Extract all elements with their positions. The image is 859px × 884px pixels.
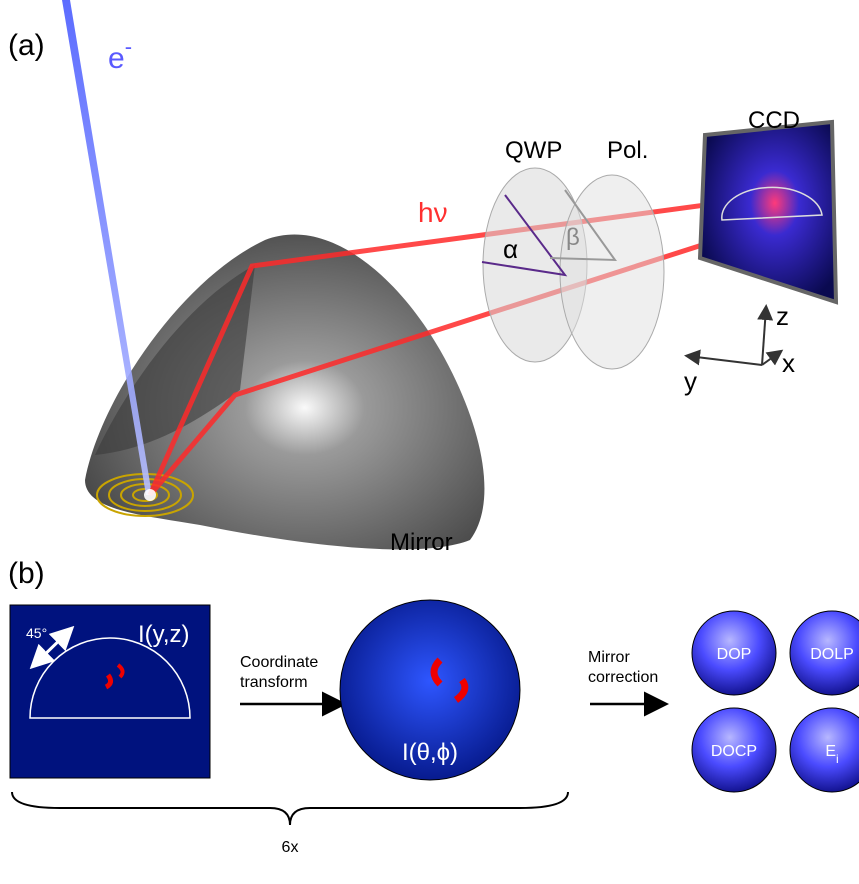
output-label: DOP — [717, 646, 752, 663]
step-label: correction — [588, 669, 658, 686]
output-label: DOLP — [810, 646, 854, 663]
step-label: transform — [240, 674, 308, 691]
ccd-label: CCD — [748, 107, 800, 134]
panel-label: (b) — [8, 557, 45, 590]
axis-z: z — [776, 301, 789, 331]
step-label: Coordinate — [240, 654, 318, 671]
beta: β — [566, 224, 580, 251]
image-label: I(y,z) — [138, 621, 190, 648]
axis-y: y — [684, 366, 697, 396]
figure: (a) e- hν α β QWP Pol. CCD z x y Mirror … — [0, 0, 859, 884]
axis-x: x — [782, 348, 795, 378]
repeat-label: 6x — [282, 839, 299, 856]
panel-label: (a) — [8, 29, 45, 62]
qwp-label: QWP — [505, 137, 562, 164]
pol-label: Pol. — [607, 137, 648, 164]
alpha: α — [503, 234, 518, 264]
photon-label: hν — [418, 197, 448, 228]
angle-label: 45° — [26, 625, 47, 641]
brace — [12, 792, 568, 825]
spot — [144, 489, 156, 501]
image-label: I(θ,ϕ) — [402, 739, 458, 766]
ccd — [700, 122, 836, 302]
axes — [688, 308, 780, 365]
electron-label: e- — [108, 34, 132, 75]
mirror-label: Mirror — [390, 529, 453, 556]
step-label: Mirror — [588, 649, 630, 666]
output-label: DOCP — [711, 743, 757, 760]
